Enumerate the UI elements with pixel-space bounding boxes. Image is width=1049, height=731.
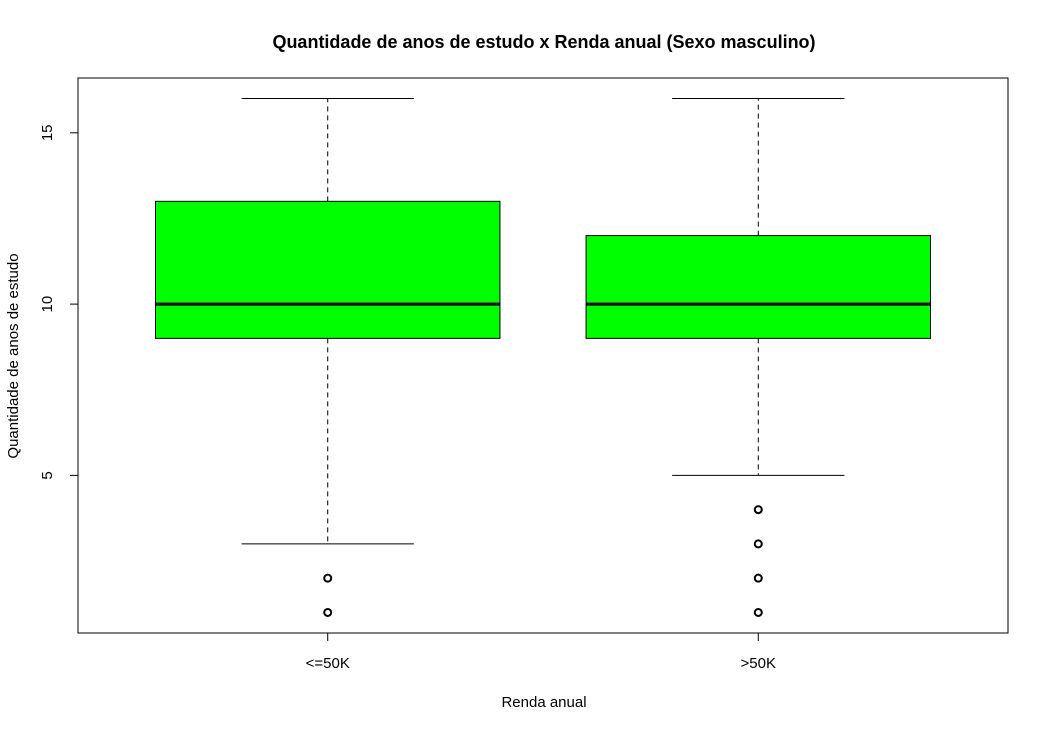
y-tick-label: 5 — [39, 471, 56, 479]
outlier-point — [753, 573, 763, 583]
iqr-box — [155, 200, 501, 339]
outlier-point — [753, 539, 763, 549]
x-axis: <=50K >50K — [306, 632, 776, 672]
y-axis-label: Quantidade de anos de estudo — [5, 253, 22, 458]
plot-frame — [77, 77, 1009, 634]
y-tick-label: 15 — [39, 124, 56, 141]
outlier-point — [753, 505, 763, 515]
box-group — [585, 98, 931, 617]
boxes-group — [155, 98, 931, 617]
outlier-point — [323, 573, 333, 583]
y-axis: 5 10 15 — [39, 124, 79, 480]
y-tick-label: 10 — [39, 296, 56, 313]
box-group — [155, 98, 501, 617]
x-tick-label: <=50K — [306, 655, 350, 672]
iqr-box — [585, 235, 931, 339]
outlier-point — [753, 607, 763, 617]
x-axis-label: Renda anual — [501, 694, 586, 711]
outlier-point — [323, 607, 333, 617]
x-tick-label: >50K — [741, 655, 776, 672]
chart-title: Quantidade de anos de estudo x Renda anu… — [272, 32, 815, 52]
